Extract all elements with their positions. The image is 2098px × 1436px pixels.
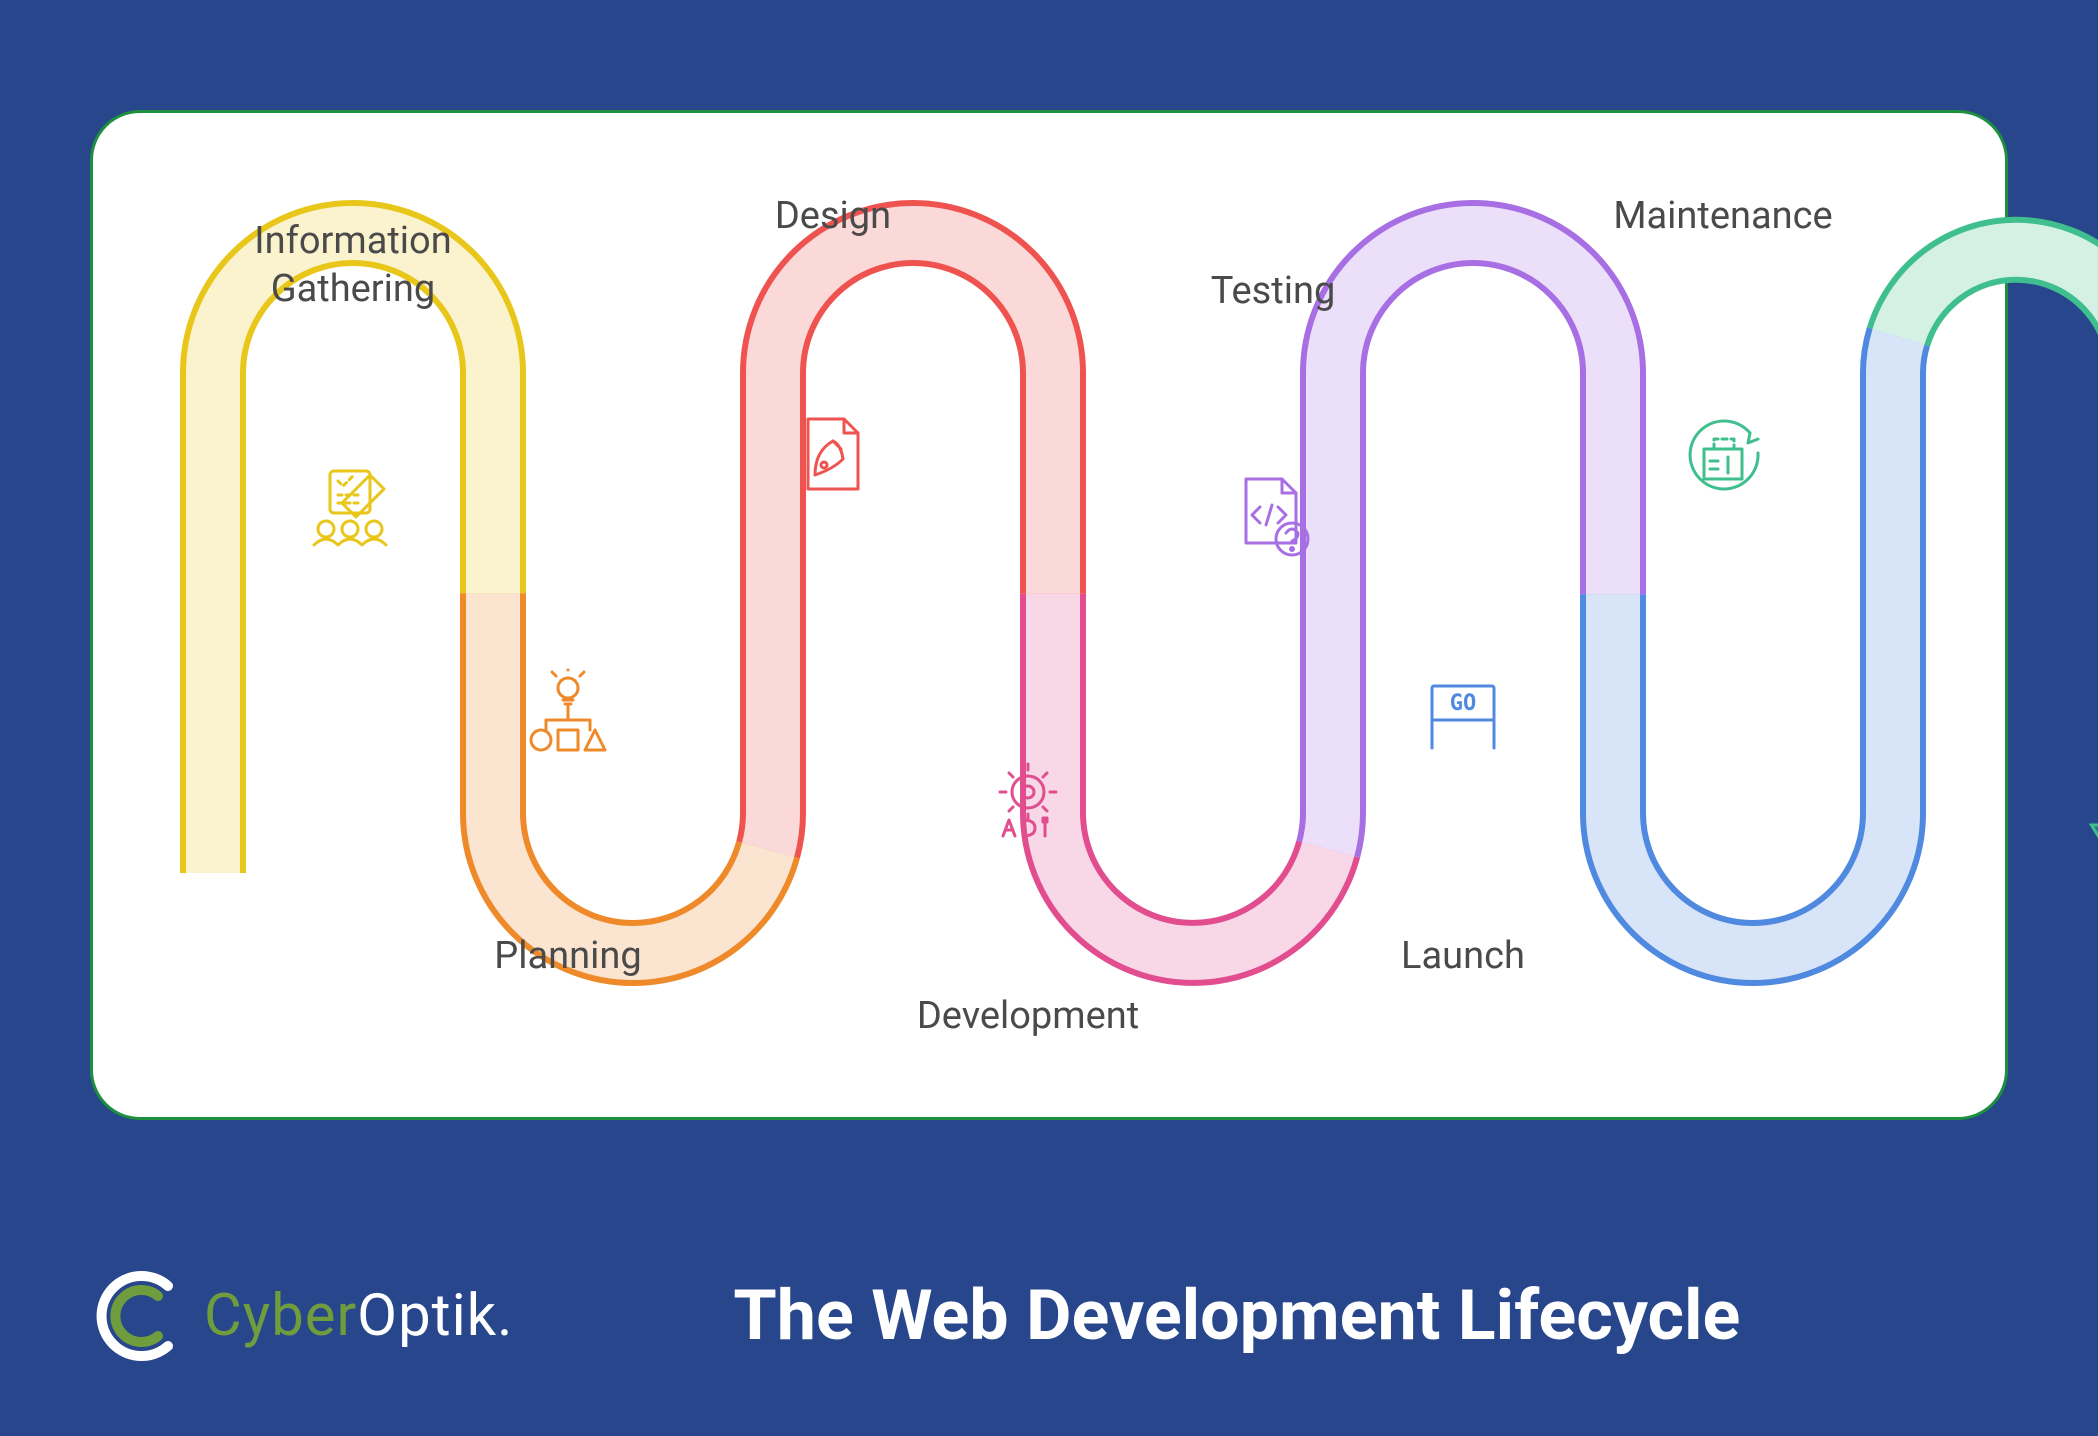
- testing-icon: [1228, 473, 1318, 563]
- logo-mark-icon: [90, 1266, 190, 1366]
- launch-icon: GO: [1418, 668, 1508, 758]
- stage-label-info: Information Gathering: [213, 218, 493, 313]
- footer: CyberOptik. The Web Development Lifecycl…: [90, 1266, 2008, 1366]
- stage-label-maintenance: Maintenance: [1583, 193, 1863, 241]
- stage-label-design: Design: [693, 193, 973, 241]
- page-title: The Web Development Lifecycle: [733, 1275, 1740, 1357]
- stage-label-development: Development: [888, 993, 1168, 1041]
- stage-label-testing: Testing: [1133, 268, 1413, 316]
- development-icon: [983, 758, 1073, 848]
- design-icon: [788, 413, 878, 503]
- planning-icon: [523, 668, 613, 758]
- stage-label-planning: Planning: [428, 933, 708, 981]
- maintenance-icon: [1678, 413, 1768, 503]
- brand-second: Optik.: [357, 1282, 513, 1350]
- infographic-card: Information Gathering Planning Design Devel…: [90, 110, 2008, 1120]
- brand-logo: CyberOptik.: [90, 1266, 513, 1366]
- brand-first: Cyber: [204, 1282, 357, 1350]
- svg-text:GO: GO: [1450, 691, 1477, 716]
- brand-wordmark: CyberOptik.: [204, 1282, 513, 1350]
- stage-label-launch: Launch: [1323, 933, 1603, 981]
- info-icon: [308, 463, 398, 553]
